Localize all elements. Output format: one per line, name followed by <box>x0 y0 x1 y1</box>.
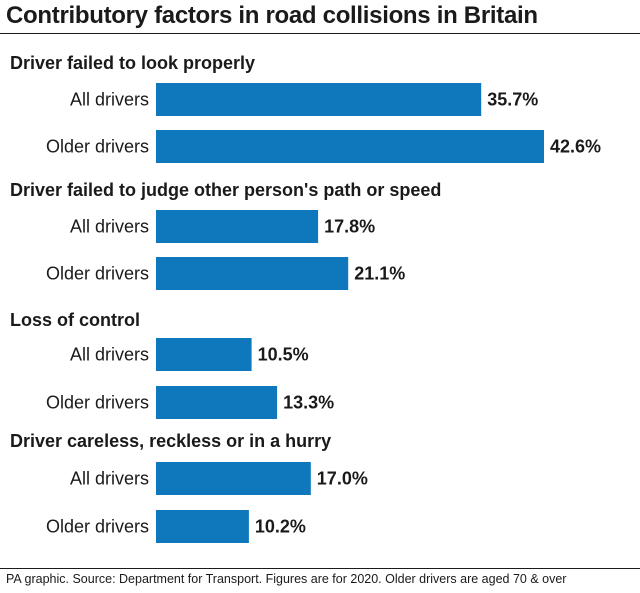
bar-value-label: 17.0% <box>317 469 368 489</box>
chart-title: Contributory factors in road collisions … <box>6 2 538 29</box>
bar-category-label: All drivers <box>70 217 149 237</box>
bar-value-label: 17.8% <box>324 217 375 237</box>
bar <box>156 462 311 495</box>
bar-value-label: 35.7% <box>487 90 538 110</box>
bar-category-label: All drivers <box>70 90 149 110</box>
bar <box>156 130 544 163</box>
bar <box>156 257 349 290</box>
bar <box>156 386 278 419</box>
bar-value-label: 42.6% <box>550 137 601 157</box>
bar-value-label: 10.2% <box>255 517 306 537</box>
group-header: Driver failed to look properly <box>10 53 255 73</box>
bar-category-label: Older drivers <box>46 517 149 537</box>
bar <box>156 338 252 371</box>
footer-divider <box>0 568 640 569</box>
group-header: Driver failed to judge other person's pa… <box>10 180 441 200</box>
bar-category-label: All drivers <box>70 345 149 365</box>
bar <box>156 83 482 116</box>
bar-value-label: 21.1% <box>354 264 405 284</box>
group-header: Driver careless, reckless or in a hurry <box>10 431 331 451</box>
bar-value-label: 13.3% <box>283 393 334 413</box>
bar <box>156 510 249 543</box>
source-footer: PA graphic. Source: Department for Trans… <box>6 572 567 586</box>
bar-value-label: 10.5% <box>258 345 309 365</box>
bar-category-label: Older drivers <box>46 393 149 413</box>
bar <box>156 210 319 243</box>
bar-category-label: Older drivers <box>46 264 149 284</box>
bar-category-label: All drivers <box>70 469 149 489</box>
bar-category-label: Older drivers <box>46 137 149 157</box>
group-header: Loss of control <box>10 310 140 330</box>
bar-chart: Driver failed to look properly All driver… <box>10 53 601 543</box>
title-divider <box>0 33 640 34</box>
